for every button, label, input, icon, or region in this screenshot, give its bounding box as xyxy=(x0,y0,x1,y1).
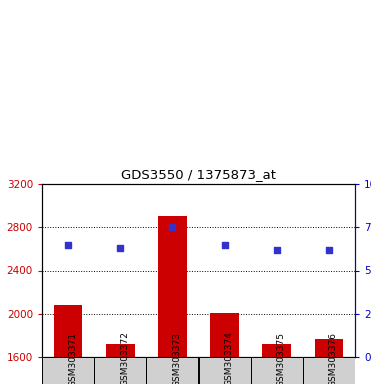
Bar xyxy=(198,357,251,384)
Bar xyxy=(146,357,198,384)
Bar xyxy=(106,344,135,357)
Point xyxy=(221,242,227,248)
Bar xyxy=(94,357,146,384)
Text: GSM303373: GSM303373 xyxy=(173,331,181,384)
Title: GDS3550 / 1375873_at: GDS3550 / 1375873_at xyxy=(121,169,276,182)
Bar xyxy=(303,357,355,384)
Bar xyxy=(54,305,82,357)
Bar xyxy=(251,357,303,384)
Bar xyxy=(315,339,343,357)
Text: GSM303376: GSM303376 xyxy=(329,331,338,384)
Text: GSM303371: GSM303371 xyxy=(68,331,77,384)
Point xyxy=(117,245,123,251)
Point xyxy=(274,247,280,253)
Bar xyxy=(262,344,291,357)
Text: GSM303372: GSM303372 xyxy=(120,332,129,384)
Bar xyxy=(42,357,94,384)
Point xyxy=(170,224,175,230)
Text: GSM303375: GSM303375 xyxy=(277,331,286,384)
Point xyxy=(326,247,332,253)
Text: GSM303374: GSM303374 xyxy=(224,332,234,384)
Bar xyxy=(158,217,187,357)
Point xyxy=(65,242,71,248)
Bar xyxy=(210,313,239,357)
